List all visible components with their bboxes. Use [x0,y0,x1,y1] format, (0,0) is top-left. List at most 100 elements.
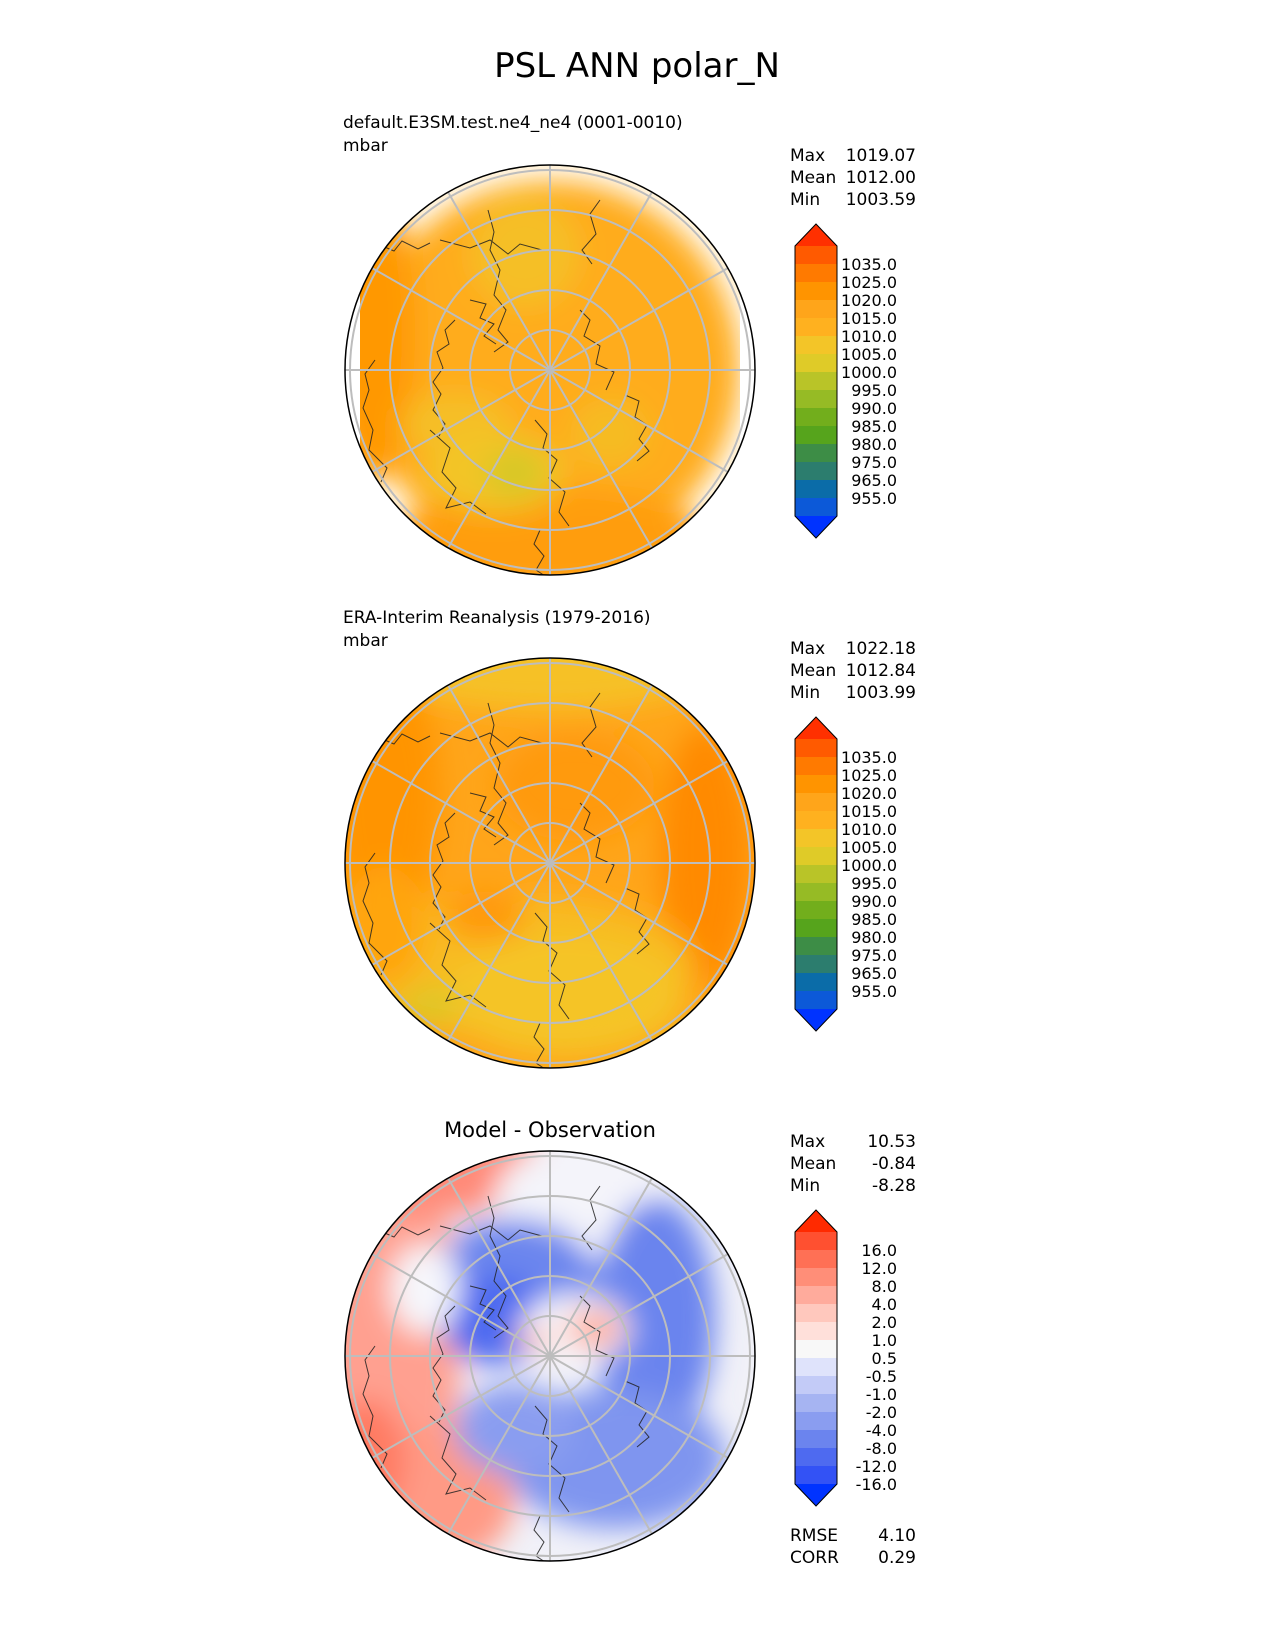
colorbar-segment [795,1322,837,1341]
model-coastlines [362,199,650,575]
colorbar-tick-label: 990.0 [851,399,897,418]
colorbar-tick-label: -0.5 [866,1367,897,1386]
colorbar-tick-label: 1025.0 [841,766,897,785]
colorbar-tick-label: 1005.0 [841,838,897,857]
stat-value: 1003.99 [846,683,916,703]
panel-obs-title: ERA-Interim Reanalysis (1979-2016) [343,608,651,628]
stat-value: 10.53 [867,1132,916,1152]
colorbar-segment [795,1430,837,1449]
model-colorbar: 1035.01025.01020.01015.01010.01005.01000… [794,223,897,539]
colorbar-extend-max [795,224,837,246]
colorbar-tick-label: 1010.0 [841,327,897,346]
colorbar-tick-label: -2.0 [866,1403,897,1422]
obs-map-boundary [344,657,756,1069]
colorbar-tick-label: 1000.0 [841,363,897,382]
colorbar-tick-label: 990.0 [851,892,897,911]
stat-label: Max [790,146,825,166]
colorbar-segment [795,1250,837,1269]
colorbar-tick-label: 1010.0 [841,820,897,839]
colorbar-tick-label: 980.0 [851,435,897,454]
diff-metrics: RMSE 4.10 CORR 0.29 [790,1526,916,1568]
colorbar-segment [795,1466,837,1485]
colorbar-tick-label: 1020.0 [841,784,897,803]
diff-colorbar: 16.012.08.04.02.01.00.5-0.5-1.0-2.0-4.0-… [794,1209,897,1507]
colorbar-segment [795,1448,837,1467]
diff-stats: Max 10.53 Mean -0.84 Min -8.28 [790,1132,916,1196]
colorbar-segment [795,498,837,517]
model-graticule [345,165,755,575]
colorbar-segment [795,1304,837,1323]
colorbar-segment [795,847,837,866]
colorbar-segment [795,991,837,1010]
stat-label: Max [790,1132,825,1152]
colorbar-tick-label: 995.0 [851,874,897,893]
metric-value: 0.29 [878,1548,916,1568]
colorbar-tick-label: -12.0 [856,1457,897,1476]
colorbar-tick-label: 965.0 [851,471,897,490]
colorbar-segment [795,937,837,956]
obs-stats: Max 1022.18 Mean 1012.84 Min 1003.99 [790,639,916,703]
colorbar-tick-label: 1035.0 [841,748,897,767]
stat-value: 1019.07 [846,146,916,166]
panel-diff-title: Model - Observation [444,1118,656,1142]
colorbar-tick-label: 16.0 [861,1241,897,1260]
colorbar-segment [795,372,837,391]
colorbar-tick-label: 8.0 [872,1277,897,1296]
colorbar-segment [795,1358,837,1377]
stat-label: Mean [790,168,836,188]
panel-observation: ERA-Interim Reanalysis (1979-2016) mbar [343,608,916,1069]
colorbar-tick-label: 4.0 [872,1295,897,1314]
colorbar-segment [795,757,837,776]
colorbar-segment [795,739,837,758]
colorbar-segment [795,811,837,830]
colorbar-segment [795,300,837,319]
colorbar-segment [795,775,837,794]
panel-model: default.E3SM.test.ne4_ne4 (0001-0010) mb… [343,113,916,576]
colorbar-extend-min [795,1009,837,1031]
colorbar-segment [795,336,837,355]
colorbar-tick-label: 0.5 [872,1349,897,1368]
colorbar-tick-label: 1.0 [872,1331,897,1350]
colorbar-tick-label: 985.0 [851,910,897,929]
colorbar-segment [795,919,837,938]
model-map-boundary [344,164,756,576]
panel-model-units: mbar [343,136,388,156]
colorbar-segment [795,793,837,812]
colorbar-tick-label: 2.0 [872,1313,897,1332]
colorbar-outline [794,716,838,1032]
metric-label: RMSE [790,1526,838,1546]
colorbar-tick-label: 1020.0 [841,291,897,310]
colorbar-segment [795,390,837,409]
diff-map-boundary [344,1150,756,1562]
panel-model-title: default.E3SM.test.ne4_ne4 (0001-0010) [343,113,683,133]
colorbar-segment [795,480,837,499]
colorbar-segment [795,282,837,301]
colorbar-tick-label: -16.0 [856,1475,897,1494]
colorbar-tick-label: 1005.0 [841,345,897,364]
colorbar-tick-label: 1015.0 [841,309,897,328]
panel-obs-units: mbar [343,631,388,651]
colorbar-segment [795,426,837,445]
colorbar-segment [795,865,837,884]
colorbar-segment [795,1340,837,1359]
colorbar-tick-label: -1.0 [866,1385,897,1404]
stat-label: Min [790,1176,820,1196]
colorbar-segment [795,408,837,427]
colorbar-tick-label: 985.0 [851,417,897,436]
model-stats: Max 1019.07 Mean 1012.00 Min 1003.59 [790,146,916,210]
stat-label: Min [790,190,820,210]
stat-value: 1022.18 [846,639,916,659]
colorbar-tick-label: 965.0 [851,964,897,983]
colorbar-tick-label: 1035.0 [841,255,897,274]
colorbar-tick-label: 955.0 [851,982,897,1001]
colorbar-tick-label: 975.0 [851,453,897,472]
metric-value: 4.10 [878,1526,916,1546]
obs-psl-field [345,658,755,1068]
obs-coastlines [362,692,650,1068]
colorbar-tick-label: 12.0 [861,1259,897,1278]
metric-label: CORR [790,1548,839,1568]
stat-label: Mean [790,661,836,681]
colorbar-outline [794,223,838,539]
colorbar-extend-max [795,1210,837,1232]
